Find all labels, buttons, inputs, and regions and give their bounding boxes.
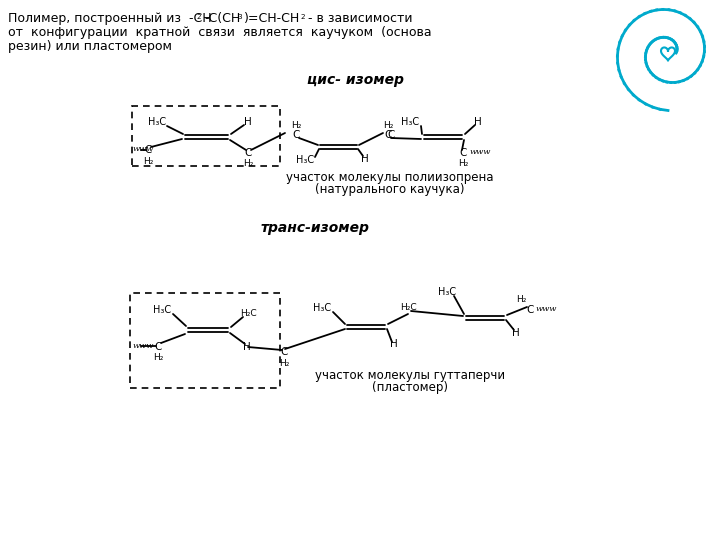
Text: -C(CH: -C(CH xyxy=(204,12,240,25)
Text: Полимер, построенный из  -CH: Полимер, построенный из -CH xyxy=(8,12,212,25)
Text: H: H xyxy=(244,117,252,127)
Text: цис- изомер: цис- изомер xyxy=(307,73,403,87)
Text: H: H xyxy=(512,328,520,338)
Text: www: www xyxy=(536,305,557,313)
Text: H₂: H₂ xyxy=(383,120,393,130)
Text: C: C xyxy=(526,305,534,315)
Text: www: www xyxy=(133,342,154,350)
Text: H₃C: H₃C xyxy=(296,155,314,165)
Text: (пластомер): (пластомер) xyxy=(372,381,448,394)
Text: транс-изомер: транс-изомер xyxy=(261,221,369,235)
Text: H₂: H₂ xyxy=(516,295,526,305)
Text: H: H xyxy=(361,154,369,164)
Text: H₂: H₂ xyxy=(291,120,301,130)
Text: H₂: H₂ xyxy=(243,159,253,167)
Text: H₃C: H₃C xyxy=(153,305,171,315)
Text: H: H xyxy=(474,117,482,127)
Text: H₂C: H₂C xyxy=(240,308,256,318)
Text: H: H xyxy=(390,339,398,349)
Text: C: C xyxy=(387,130,395,140)
Text: H₂: H₂ xyxy=(143,157,153,165)
Text: H₃C: H₃C xyxy=(401,117,419,127)
Bar xyxy=(132,106,280,166)
Text: C: C xyxy=(144,145,152,155)
Text: C: C xyxy=(459,148,467,158)
Text: $_2$: $_2$ xyxy=(196,12,202,22)
Text: от  конфигурации  кратной  связи  является  каучуком  (основа: от конфигурации кратной связи является к… xyxy=(8,26,431,39)
Text: www: www xyxy=(470,148,491,156)
Text: H₃C: H₃C xyxy=(438,287,456,297)
Text: H₂: H₂ xyxy=(279,359,289,368)
Bar xyxy=(130,293,280,388)
Text: $_2$: $_2$ xyxy=(300,12,306,22)
Text: (натурального каучука): (натурального каучука) xyxy=(315,184,464,197)
Text: C: C xyxy=(384,130,392,140)
Text: C: C xyxy=(244,148,252,158)
Text: H: H xyxy=(243,342,251,352)
Text: H₂C: H₂C xyxy=(400,303,416,313)
Text: H₃C: H₃C xyxy=(148,117,166,127)
Text: $_3$: $_3$ xyxy=(237,12,243,22)
Text: H₂: H₂ xyxy=(153,354,163,362)
Text: C: C xyxy=(280,347,288,357)
Text: участок молекулы полиизопрена: участок молекулы полиизопрена xyxy=(287,172,494,185)
Text: - в зависимости: - в зависимости xyxy=(308,12,413,25)
Text: участок молекулы гуттаперчи: участок молекулы гуттаперчи xyxy=(315,368,505,381)
Text: )=CH-CH: )=CH-CH xyxy=(244,12,300,25)
Text: H₃C: H₃C xyxy=(313,303,331,313)
Text: www: www xyxy=(133,145,154,153)
Text: C: C xyxy=(292,130,300,140)
Text: резин) или пластомером: резин) или пластомером xyxy=(8,40,172,53)
Text: H₂: H₂ xyxy=(458,159,468,167)
Text: C: C xyxy=(154,342,162,352)
